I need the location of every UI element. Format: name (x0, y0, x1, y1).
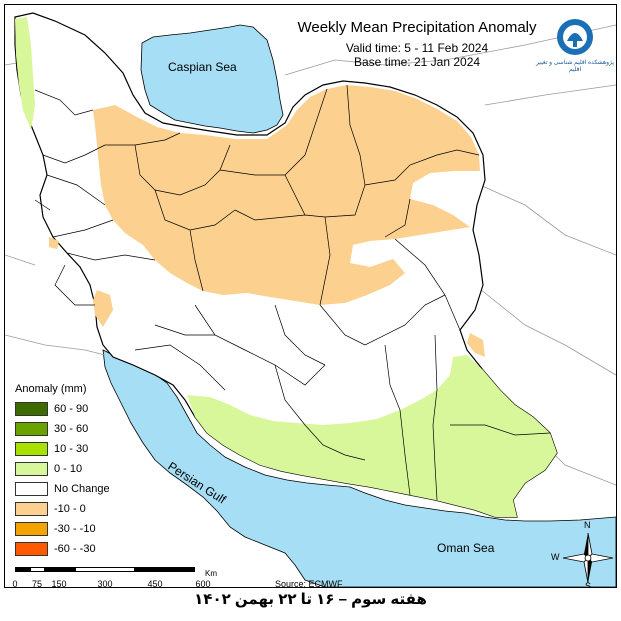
caspian-sea (140, 24, 284, 134)
compass-rose: N S W E (551, 520, 616, 588)
negative-anomaly-patch-east (467, 333, 485, 357)
legend: Anomaly (mm) 60 - 90 30 - 60 10 - 30 0 -… (15, 383, 125, 559)
scale-segment (30, 567, 45, 572)
source-text: Source: ECMWF (275, 579, 343, 588)
legend-item: -10 - 0 (15, 499, 125, 519)
oman-sea-label: Oman Sea (437, 541, 495, 555)
logo-emblem-icon (557, 19, 593, 55)
compass-icon (562, 532, 614, 584)
scale-segment (45, 567, 75, 572)
legend-swatch (15, 422, 48, 436)
negative-anomaly-patch-west (93, 290, 113, 327)
legend-title: Anomaly (mm) (15, 383, 87, 395)
legend-swatch (15, 542, 48, 556)
compass-north: N (584, 520, 591, 530)
compass-east: E (615, 552, 616, 562)
map-title: Weekly Mean Precipitation Anomaly (297, 19, 537, 36)
scale-label: 75 (31, 579, 43, 588)
negative-anomaly-patch-sw (49, 237, 59, 249)
legend-swatch (15, 442, 48, 456)
legend-label: -10 - 0 (54, 503, 86, 515)
persian-caption: هفته سوم – ۱۶ تا ۲۲ بهمن ۱۴۰۲ (194, 591, 427, 608)
scale-label: 600 (195, 579, 211, 588)
persian-gulf (102, 349, 616, 587)
valid-time: Valid time: 5 - 11 Feb 2024 (345, 41, 489, 55)
scale-label: 450 (147, 579, 163, 588)
legend-swatch (15, 522, 48, 536)
legend-label: -30 - -10 (54, 523, 96, 535)
institute-logo: پژوهشکده اقلیم شناسی و تغییر اقلیم (530, 15, 616, 73)
legend-item: 60 - 90 (15, 399, 125, 419)
legend-item: -30 - -10 (15, 519, 125, 539)
legend-swatch (15, 402, 48, 416)
legend-label: -60 - -30 (54, 543, 96, 555)
scale-segment (15, 567, 30, 572)
legend-item: 30 - 60 (15, 419, 125, 439)
legend-item: 10 - 30 (15, 439, 125, 459)
legend-item: No Change (15, 479, 125, 499)
legend-item: 0 - 10 (15, 459, 125, 479)
legend-label: 30 - 60 (54, 423, 89, 435)
negative-anomaly-region (93, 85, 480, 305)
map-subtitle: Valid time: 5 - 11 Feb 2024 Base time: 2… (267, 41, 567, 69)
logo-text: پژوهشکده اقلیم شناسی و تغییر اقلیم (535, 60, 615, 73)
scale-segment (75, 567, 135, 572)
scale-segment (135, 567, 195, 572)
scale-unit: Km (205, 569, 217, 578)
legend-label: 60 - 90 (54, 403, 89, 415)
scale-bar: Km 0 75 150 300 450 600 (12, 567, 217, 588)
base-time: Base time: 21 Jan 2024 (353, 55, 481, 69)
scale-label: 0 (12, 579, 18, 588)
compass-south: S (585, 581, 592, 588)
legend-label: 0 - 10 (54, 463, 83, 475)
province-borders (34, 84, 551, 501)
legend-label: No Change (54, 483, 110, 495)
legend-swatch (15, 462, 48, 476)
caspian-sea-label: Caspian Sea (168, 60, 237, 74)
positive-anomaly-nw-strip (15, 17, 35, 130)
positive-anomaly-region (187, 355, 557, 517)
scale-label: 300 (97, 579, 113, 588)
legend-item: -60 - -30 (15, 539, 125, 559)
legend-label: 10 - 30 (54, 443, 89, 455)
legend-swatch (15, 502, 48, 516)
scale-label: 150 (51, 579, 67, 588)
map-canvas (5, 12, 616, 587)
map-frame: Weekly Mean Precipitation Anomaly Valid … (4, 4, 617, 588)
compass-west: W (551, 552, 560, 562)
legend-swatch (15, 482, 48, 496)
